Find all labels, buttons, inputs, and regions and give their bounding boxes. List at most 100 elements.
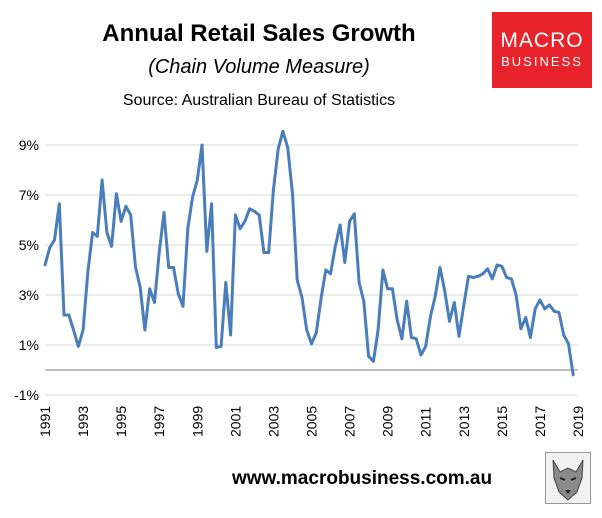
logo-text-macro: MACRO: [500, 29, 584, 52]
data-point: [57, 202, 61, 206]
series-group: [43, 129, 575, 377]
data-point: [181, 304, 185, 308]
data-point: [462, 303, 466, 307]
data-point: [400, 337, 404, 341]
data-point: [200, 143, 204, 147]
data-point: [310, 342, 313, 346]
data-point: [329, 272, 332, 276]
data-point: [381, 268, 385, 272]
data-point: [448, 319, 451, 323]
data-point: [157, 251, 161, 254]
data-point: [519, 327, 523, 331]
data-point: [243, 219, 247, 223]
y-gridlines: [45, 144, 578, 396]
data-point: [467, 274, 470, 278]
data-point: [429, 314, 432, 318]
data-point: [205, 249, 209, 253]
x-tick-label: 2011: [418, 407, 434, 437]
data-point: [53, 238, 56, 242]
x-tick-label: 2001: [227, 406, 243, 437]
data-point: [257, 213, 261, 217]
chart-source: Source: Australian Bureau of Statistics: [122, 92, 396, 109]
data-point: [395, 318, 399, 322]
x-tick-label: 2003: [265, 406, 281, 437]
data-point: [67, 313, 71, 317]
data-point: [119, 219, 123, 223]
data-point: [153, 301, 156, 304]
data-point: [514, 293, 518, 297]
x-tick-label: 1993: [75, 406, 91, 437]
data-point: [419, 353, 423, 357]
data-point: [562, 333, 566, 337]
data-point: [443, 289, 447, 293]
data-point: [300, 296, 304, 299]
data-point: [148, 287, 152, 291]
x-axis-tick-labels: 1991 1993 1995 1997 1999 2001 2003 2005 2007 2009…: [37, 406, 586, 437]
data-point: [110, 244, 113, 248]
data-point: [138, 286, 142, 289]
data-point: [272, 188, 275, 192]
y-tick-label: 5%: [19, 237, 39, 253]
data-point: [286, 146, 290, 149]
data-point: [81, 328, 85, 332]
data-point: [162, 211, 166, 214]
data-point: [262, 251, 266, 254]
data-point: [234, 213, 237, 217]
data-point: [248, 207, 252, 211]
data-point: [348, 219, 351, 223]
data-point: [95, 234, 99, 238]
data-point: [105, 231, 109, 234]
data-point: [481, 272, 485, 276]
data-point: [229, 333, 233, 337]
x-tick-label: 1997: [151, 406, 167, 437]
data-point: [324, 268, 328, 272]
x-tick-label: 2005: [304, 406, 320, 437]
line-chart: -1% 1% 3% 5% 7% 9% 1991 1993 1995 1997 1999 2001 20…: [14, 129, 586, 437]
y-tick-label: -1%: [14, 387, 39, 403]
data-point: [367, 354, 370, 358]
data-point: [43, 263, 47, 267]
data-point: [557, 311, 561, 314]
data-point: [376, 328, 380, 332]
data-point: [115, 192, 118, 196]
data-point: [176, 292, 180, 296]
data-point: [476, 274, 480, 278]
chart-subtitle: (Chain Volume Measure): [148, 56, 370, 78]
data-point: [253, 209, 256, 213]
data-point: [457, 334, 461, 338]
wolf-logo-icon: [545, 452, 591, 504]
data-point: [338, 223, 342, 227]
data-point: [386, 287, 389, 291]
website-url[interactable]: www.macrobusiness.com.au: [232, 468, 493, 489]
data-point: [291, 192, 294, 196]
data-point: [314, 331, 318, 334]
series-line: [43, 129, 575, 376]
x-tick-label: 2009: [380, 406, 396, 437]
x-tick-label: 1991: [37, 406, 53, 437]
data-point: [214, 346, 218, 349]
data-point: [333, 244, 337, 248]
data-point: [219, 344, 223, 348]
data-point: [210, 202, 214, 206]
data-point: [538, 298, 542, 302]
data-point: [552, 309, 556, 313]
data-point: [567, 342, 570, 346]
chart-title: Annual Retail Sales Growth: [102, 20, 416, 47]
y-tick-label: 9%: [19, 137, 39, 153]
x-tick-label: 1999: [189, 406, 205, 437]
data-point: [414, 337, 418, 341]
data-point: [186, 227, 190, 231]
y-tick-label: 3%: [19, 287, 39, 303]
data-point: [372, 359, 375, 363]
data-point: [134, 264, 137, 268]
data-point: [172, 266, 175, 269]
data-point: [571, 373, 575, 377]
data-point: [224, 281, 228, 284]
data-point: [343, 261, 347, 264]
data-point: [524, 316, 528, 319]
data-point: [91, 231, 94, 234]
data-point: [486, 267, 489, 271]
data-point: [410, 336, 413, 339]
data-point: [319, 297, 323, 301]
data-point: [191, 196, 194, 199]
